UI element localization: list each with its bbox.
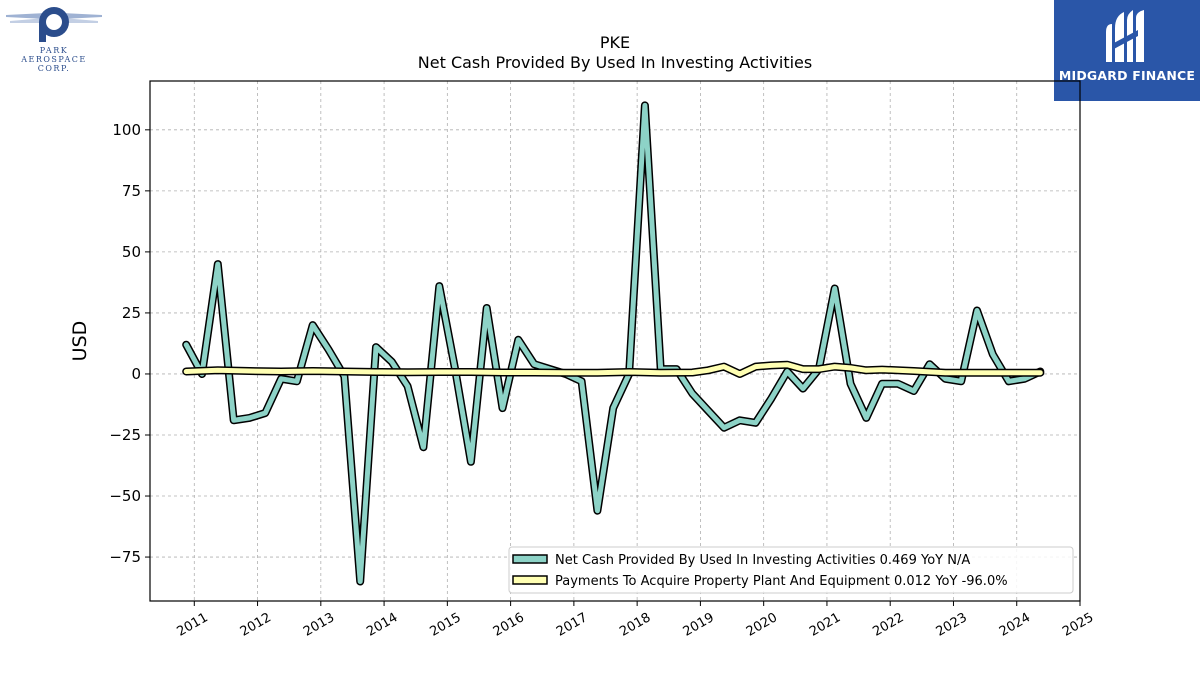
x-tick-label: 2015: [428, 610, 464, 640]
midgard-logo-text: MIDGARD FINANCE: [1058, 68, 1196, 83]
x-tick-label: 2011: [174, 610, 210, 640]
y-tick-label: −50: [109, 487, 141, 505]
y-tick-label: 75: [122, 182, 141, 200]
y-tick-label: 0: [131, 365, 141, 383]
x-tick-label: 2025: [1060, 610, 1096, 640]
x-tick-label: 2020: [744, 610, 780, 640]
x-tick-label: 2016: [491, 610, 527, 640]
midgard-finance-logo: MIDGARD FINANCE: [1054, 0, 1200, 101]
x-tick-label: 2024: [997, 610, 1033, 640]
x-tick-label: 2012: [238, 610, 274, 640]
park-logo-line2: AEROSPACE: [20, 55, 87, 64]
y-tick-label: −75: [109, 548, 141, 566]
x-tick-label: 2017: [554, 610, 590, 640]
x-tick-label: 2022: [870, 610, 906, 640]
midgard-mark-icon: [1106, 10, 1144, 62]
series-2-stroke: [183, 362, 1043, 377]
chart-subtitle: Net Cash Provided By Used In Investing A…: [418, 53, 812, 72]
series-1-outline: [182, 101, 1045, 586]
legend-swatch-1: [512, 554, 548, 564]
park-logo-line3: CORP.: [38, 64, 71, 73]
x-tick-label: 2019: [681, 610, 717, 640]
park-logo-line1: PARK: [40, 46, 68, 55]
legend-box: [508, 546, 1074, 594]
grid: [150, 81, 1081, 601]
y-tick-label: 25: [122, 304, 141, 322]
series-layer: [182, 101, 1045, 586]
y-tick-label: 100: [112, 121, 141, 139]
legend: Net Cash Provided By Used In Investing A…: [508, 546, 1074, 594]
park-aerospace-logo: PARK AEROSPACE CORP.: [6, 7, 102, 73]
legend-swatch-2: [512, 575, 548, 585]
plot-frame: [149, 80, 1081, 602]
x-tick-label: 2021: [807, 610, 843, 640]
x-tick-label: 2013: [301, 610, 337, 640]
x-tick-label: 2018: [617, 610, 653, 640]
y-tick-label: 50: [122, 243, 141, 261]
y-tick-label: −25: [109, 426, 141, 444]
series-2-line: [182, 360, 1045, 378]
series-1-line: [182, 101, 1045, 586]
legend-label-1: Net Cash Provided By Used In Investing A…: [555, 553, 970, 568]
legend-label-2: Payments To Acquire Property Plant And E…: [555, 574, 1008, 589]
chart-title: PKE: [600, 33, 630, 52]
y-axis-label: USD: [69, 321, 91, 362]
x-tick-label: 2023: [934, 610, 970, 640]
series-1-stroke: [183, 102, 1043, 584]
x-tick-label: 2014: [364, 610, 400, 640]
